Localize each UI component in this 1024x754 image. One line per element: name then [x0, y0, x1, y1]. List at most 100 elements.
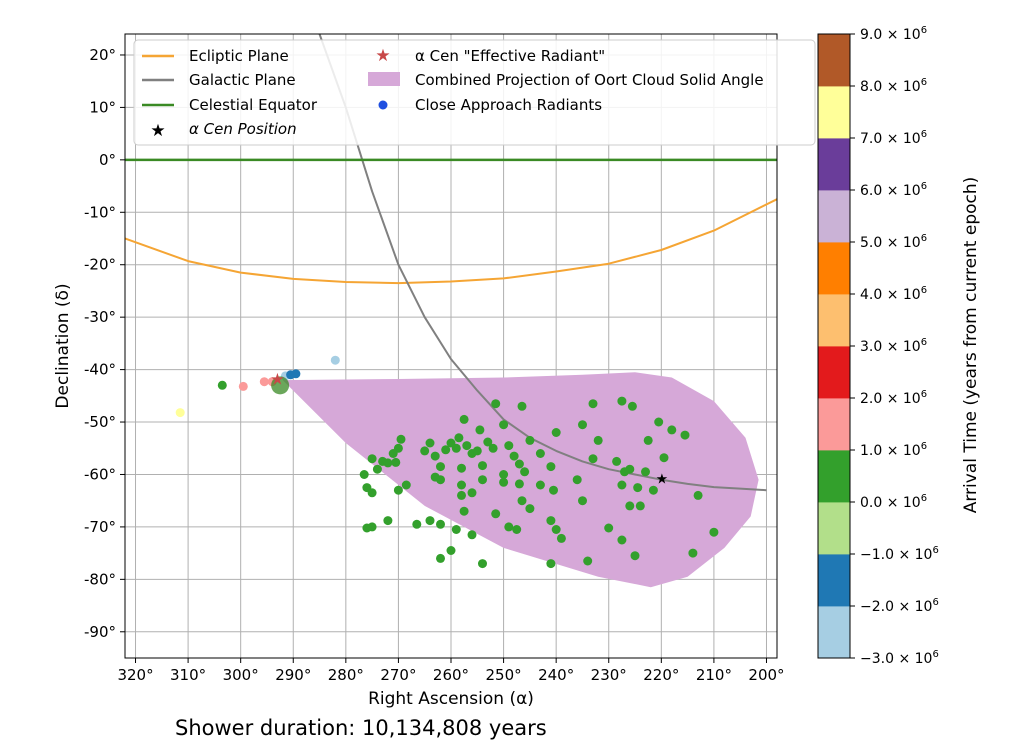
legend-label-effective-radiant: α Cen "Effective Radiant" [415, 47, 605, 65]
colorbar-tick-label: −2.0 × 106 [860, 597, 939, 615]
radiant-point [617, 535, 627, 545]
radiant-point [454, 433, 464, 443]
x-tick-label: 250° [486, 666, 522, 684]
radiant-point [509, 451, 519, 461]
radiant-point [620, 467, 629, 477]
colorbar-tick-label: 5.0 × 106 [860, 233, 927, 251]
legend-star-effective-radiant: ★ [375, 46, 390, 66]
radiant-point [367, 488, 377, 498]
colorbar-bin [818, 86, 850, 139]
radiant-point [436, 462, 445, 472]
radiant-point [709, 527, 719, 537]
radiant-point [475, 425, 485, 435]
radiant-point [259, 377, 269, 387]
radiant-point [593, 435, 603, 445]
x-tick-label: 230° [591, 666, 627, 684]
radiant-point [520, 467, 530, 477]
legend-label-alpha-cen-position: α Cen Position [189, 120, 297, 138]
x-axis-label: Right Ascension (α) [368, 689, 534, 709]
radiant-point [383, 516, 393, 526]
radiant-point [680, 430, 690, 440]
x-tick-label: 320° [117, 666, 153, 684]
radiant-point [425, 516, 435, 526]
radiant-point [483, 437, 493, 447]
x-tick-label: 290° [275, 666, 311, 684]
ecliptic-line [125, 198, 777, 285]
colorbar-tick-label: −3.0 × 106 [860, 649, 939, 667]
x-tick-label: 200° [748, 666, 784, 684]
radiant-point [588, 454, 598, 464]
legend-label-ecliptic: Ecliptic Plane [189, 47, 289, 65]
radiant-point [491, 399, 501, 409]
radiant-point [499, 470, 509, 479]
radiant-point [667, 425, 677, 435]
radiant-point [588, 399, 598, 409]
radiant-point [546, 462, 556, 472]
radiant-point [420, 446, 430, 456]
colorbar-bin [818, 606, 850, 659]
radiant-point [457, 463, 466, 473]
x-tick-label: 300° [223, 666, 259, 684]
radiant-point [467, 530, 477, 540]
radiant-point [401, 480, 411, 490]
y-tick-label: -10° [84, 203, 116, 221]
radiant-point [372, 464, 382, 474]
radiant-point [451, 525, 461, 534]
radiant-point [514, 479, 524, 489]
radiant-point [551, 525, 561, 534]
radiant-point [238, 381, 248, 391]
radiant-point [525, 504, 535, 514]
radiant-point [504, 522, 514, 532]
x-axis-ticks: 320° 310° 300° 290° 280° 270° 260° 250° 240° 230°… [117, 658, 785, 684]
radiant-point [630, 551, 640, 561]
radiant-point [572, 475, 582, 485]
colorbar-bin [818, 294, 850, 347]
y-tick-label: 20° [89, 46, 116, 64]
colorbar-bin [818, 34, 850, 87]
legend-label-equator: Celestial Equator [189, 96, 318, 114]
colorbar-bin [818, 450, 850, 503]
radiant-point [367, 454, 377, 464]
radiant-point [525, 435, 535, 445]
radiant-point [617, 480, 627, 490]
x-tick-label: 260° [433, 666, 469, 684]
radiant-point [635, 501, 645, 511]
radiant-point [388, 449, 398, 458]
radiant-point [578, 496, 587, 506]
radiant-point [393, 485, 403, 495]
colorbar-tick-label: 6.0 × 106 [860, 181, 927, 199]
legend-swatch-oort-projection [368, 72, 400, 86]
radiant-point [612, 456, 622, 466]
radiant-point [535, 480, 545, 490]
radiant-point [441, 445, 451, 455]
radiant-point [504, 441, 514, 451]
radiant-point [488, 443, 498, 453]
radiant-point [549, 485, 558, 495]
legend-label-galactic: Galactic Plane [189, 71, 296, 89]
radiant-point [491, 509, 501, 519]
y-tick-label: -40° [84, 361, 116, 379]
colorbar-tick-label: −1.0 × 106 [860, 545, 939, 563]
shower-duration-caption: Shower duration: 10,134,808 years [175, 716, 547, 740]
radiant-point [217, 380, 227, 390]
colorbar-label: Arrival Time (years from current epoch) [961, 177, 981, 514]
x-tick-label: 220° [643, 666, 679, 684]
y-tick-label: -50° [84, 413, 116, 431]
legend-dot-close-approach [378, 100, 388, 110]
colorbar-bin [818, 242, 850, 295]
legend: Ecliptic Plane Galactic Plane Celestial … [133, 39, 816, 146]
colorbar-tick-label: 3.0 × 106 [860, 337, 927, 355]
radiant-point [291, 369, 301, 379]
radiant-point [457, 480, 466, 490]
radiant-point [583, 556, 593, 566]
colorbar [817, 33, 851, 659]
radiant-point [512, 525, 522, 534]
alpha-cen-effective-radiant-star: ★ [270, 370, 284, 389]
radiant-point [330, 355, 340, 365]
y-tick-label: -90° [84, 623, 116, 641]
radiant-point [688, 548, 698, 558]
radiant-point [359, 470, 369, 479]
radiant-point [362, 523, 372, 533]
radiant-point [517, 401, 527, 411]
